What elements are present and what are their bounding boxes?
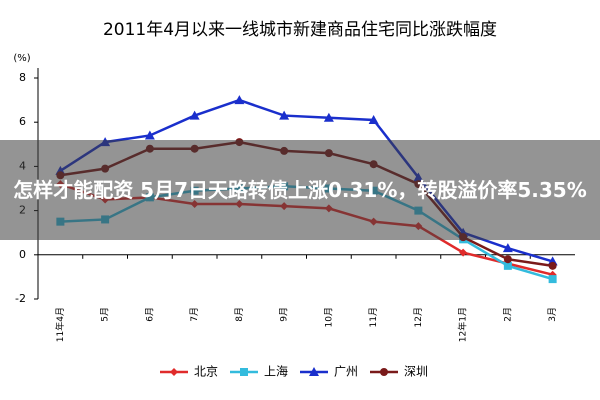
data-point	[459, 248, 468, 257]
x-tick-label: 5月	[100, 307, 111, 322]
legend-marker	[240, 368, 248, 376]
x-tick-label: 2月	[502, 307, 513, 322]
x-tick-label: 11月	[368, 307, 379, 327]
data-point	[279, 110, 290, 120]
data-point	[502, 243, 513, 253]
x-tick-label: 3月	[547, 307, 558, 322]
legend-label: 广州	[334, 365, 358, 379]
data-point	[323, 112, 334, 122]
x-tick-label: 8月	[234, 307, 245, 322]
legend-marker	[309, 367, 319, 376]
y-tick-label: -2	[15, 292, 26, 305]
x-tick-label: 6月	[144, 307, 155, 322]
data-point	[548, 261, 557, 270]
legend-marker	[380, 368, 388, 376]
x-tick-label: 12年1月	[457, 307, 469, 342]
legend-label: 北京	[194, 365, 218, 379]
data-point	[189, 110, 200, 120]
x-tick-label: 10月	[323, 307, 334, 327]
data-point	[368, 114, 379, 124]
y-tick-label: 0	[19, 248, 26, 261]
data-point	[548, 275, 557, 284]
legend-label: 深圳	[404, 365, 428, 379]
y-tick-label: 6	[19, 115, 26, 128]
x-tick-label: 11年4月	[54, 307, 66, 342]
legend-marker	[170, 368, 178, 376]
x-tick-label: 9月	[279, 307, 290, 322]
data-point	[503, 255, 512, 264]
x-tick-label: 12月	[413, 307, 424, 327]
y-axis-label: (%)	[13, 53, 30, 64]
legend-label: 上海	[264, 364, 288, 379]
x-tick-label: 7月	[189, 307, 200, 322]
banner-text: 怎样才能配资 5月7日天路转债上涨0.31%，转股溢价率5.35%	[13, 178, 587, 202]
chart-title: 2011年4月以来一线城市新建商品住宅同比涨跌幅度	[103, 20, 497, 40]
data-point	[144, 130, 155, 140]
data-point	[234, 95, 245, 105]
banner: 怎样才能配资 5月7日天路转债上涨0.31%，转股溢价率5.35%	[0, 140, 600, 240]
y-tick-label: 8	[19, 71, 26, 84]
data-point	[503, 261, 512, 270]
